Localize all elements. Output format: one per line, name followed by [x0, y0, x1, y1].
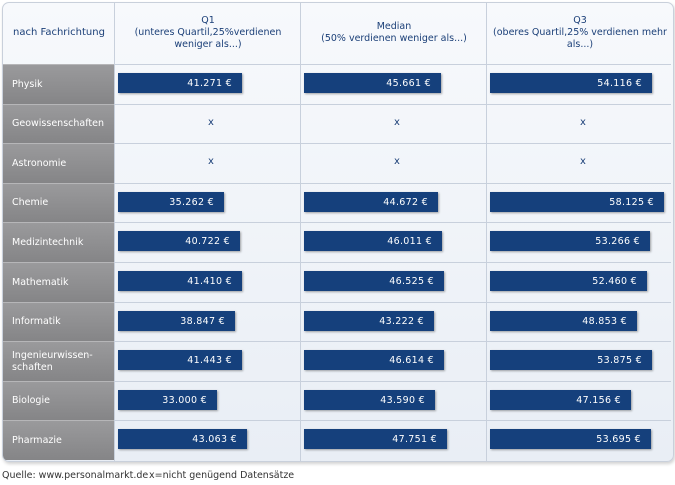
- no-data-marker: x: [394, 156, 400, 167]
- q1-subtitle: (unteres Quartil,25%verdienen weniger al…: [134, 27, 282, 50]
- median-subtitle: (50% verdienen weniger als...): [321, 33, 467, 44]
- category-label: Medizintechnik: [3, 222, 114, 262]
- no-data-marker: x: [580, 156, 586, 167]
- bar-median-7: 46.614 €: [304, 350, 444, 370]
- column-header-median: Median (50% verdienen weniger als...): [301, 3, 487, 63]
- category-label: Physik: [3, 64, 114, 104]
- bar-q3-0: 54.116 €: [490, 73, 652, 93]
- category-label-text: Biologie: [12, 395, 50, 406]
- no-data-marker: x: [394, 117, 400, 128]
- category-label: Mathematik: [3, 262, 114, 302]
- bar-q3-5: 52.460 €: [490, 271, 647, 291]
- category-label: Informatik: [3, 302, 114, 341]
- bar-q1-8: 33.000 €: [118, 390, 217, 410]
- column-divider: [486, 3, 487, 461]
- bar-median-4: 46.011 €: [304, 231, 442, 251]
- row-divider: [115, 64, 671, 65]
- bar-q1-6: 38.847 €: [118, 311, 235, 331]
- no-data-marker: x: [208, 156, 214, 167]
- bar-median-5: 46.525 €: [304, 271, 444, 291]
- row-divider: [115, 302, 671, 303]
- category-label-text: Ingenieurwissen- schaften: [12, 349, 93, 373]
- category-label-text: Astronomie: [12, 157, 67, 169]
- category-label-text: Medizintechnik: [12, 236, 84, 248]
- bar-q3-7: 53.875 €: [490, 350, 652, 370]
- q3-subtitle: (oberes Quartil,25% verdienen mehr als..…: [493, 27, 667, 50]
- category-label: Chemie: [3, 183, 114, 222]
- no-data-marker: x: [580, 117, 586, 128]
- row-divider: [115, 143, 671, 144]
- median-title: Median: [376, 21, 412, 32]
- bar-q1-0: 41.271 €: [118, 73, 242, 93]
- bar-median-9: 47.751 €: [304, 429, 447, 449]
- row-divider: [115, 341, 671, 342]
- category-label-text: Mathematik: [12, 276, 69, 288]
- column-header-q3: Q3 (oberes Quartil,25% verdienen mehr als…: [487, 3, 673, 63]
- bar-q3-8: 47.156 €: [490, 390, 631, 410]
- bar-q3-9: 53.695 €: [490, 429, 651, 449]
- bar-q3-3: 58.125 €: [490, 192, 664, 212]
- bar-median-3: 44.672 €: [304, 192, 438, 212]
- q3-title: Q3: [573, 15, 587, 26]
- column-divider: [300, 3, 301, 461]
- bar-median-8: 43.590 €: [304, 390, 435, 410]
- category-label-text: Pharmazie: [12, 434, 62, 446]
- row-divider: [115, 222, 671, 223]
- category-label-text: Informatik: [12, 316, 61, 327]
- bar-q1-4: 40.722 €: [118, 231, 240, 251]
- category-label: Geowissenschaften: [3, 104, 114, 143]
- row-header: nach Fachrichtung: [13, 27, 105, 38]
- bar-q1-7: 41.443 €: [118, 350, 242, 370]
- bar-q1-5: 41.410 €: [118, 271, 242, 291]
- q1-title: Q1: [201, 15, 215, 26]
- category-label-text: Chemie: [12, 197, 49, 208]
- legend-note: x=nicht genügend Datensätze: [149, 470, 295, 481]
- category-label-text: Geowissenschaften: [12, 118, 104, 129]
- bar-q3-6: 48.853 €: [490, 311, 637, 331]
- bar-median-0: 45.661 €: [304, 73, 441, 93]
- category-label: Ingenieurwissen- schaften: [3, 341, 114, 381]
- bar-q3-4: 53.266 €: [490, 231, 650, 251]
- bar-median-6: 43.222 €: [304, 311, 434, 331]
- category-label: Astronomie: [3, 143, 114, 183]
- row-divider: [115, 262, 671, 263]
- salary-table-chart: nach Fachrichtung Q1 (unteres Quartil,25%…: [2, 2, 674, 462]
- no-data-marker: x: [208, 117, 214, 128]
- bar-q1-9: 43.063 €: [118, 429, 247, 449]
- category-label: Biologie: [3, 381, 114, 420]
- bar-q1-3: 35.262 €: [118, 192, 224, 212]
- row-divider: [115, 420, 671, 421]
- row-divider: [115, 104, 671, 105]
- column-header-q1: Q1 (unteres Quartil,25%verdienen weniger …: [115, 3, 301, 63]
- row-divider: [115, 183, 671, 184]
- category-label-text: Physik: [12, 78, 43, 90]
- row-divider: [115, 381, 671, 382]
- category-label: Pharmazie: [3, 420, 114, 460]
- column-divider: [114, 3, 115, 461]
- source-text: Quelle: www.personalmarkt.de: [2, 470, 149, 481]
